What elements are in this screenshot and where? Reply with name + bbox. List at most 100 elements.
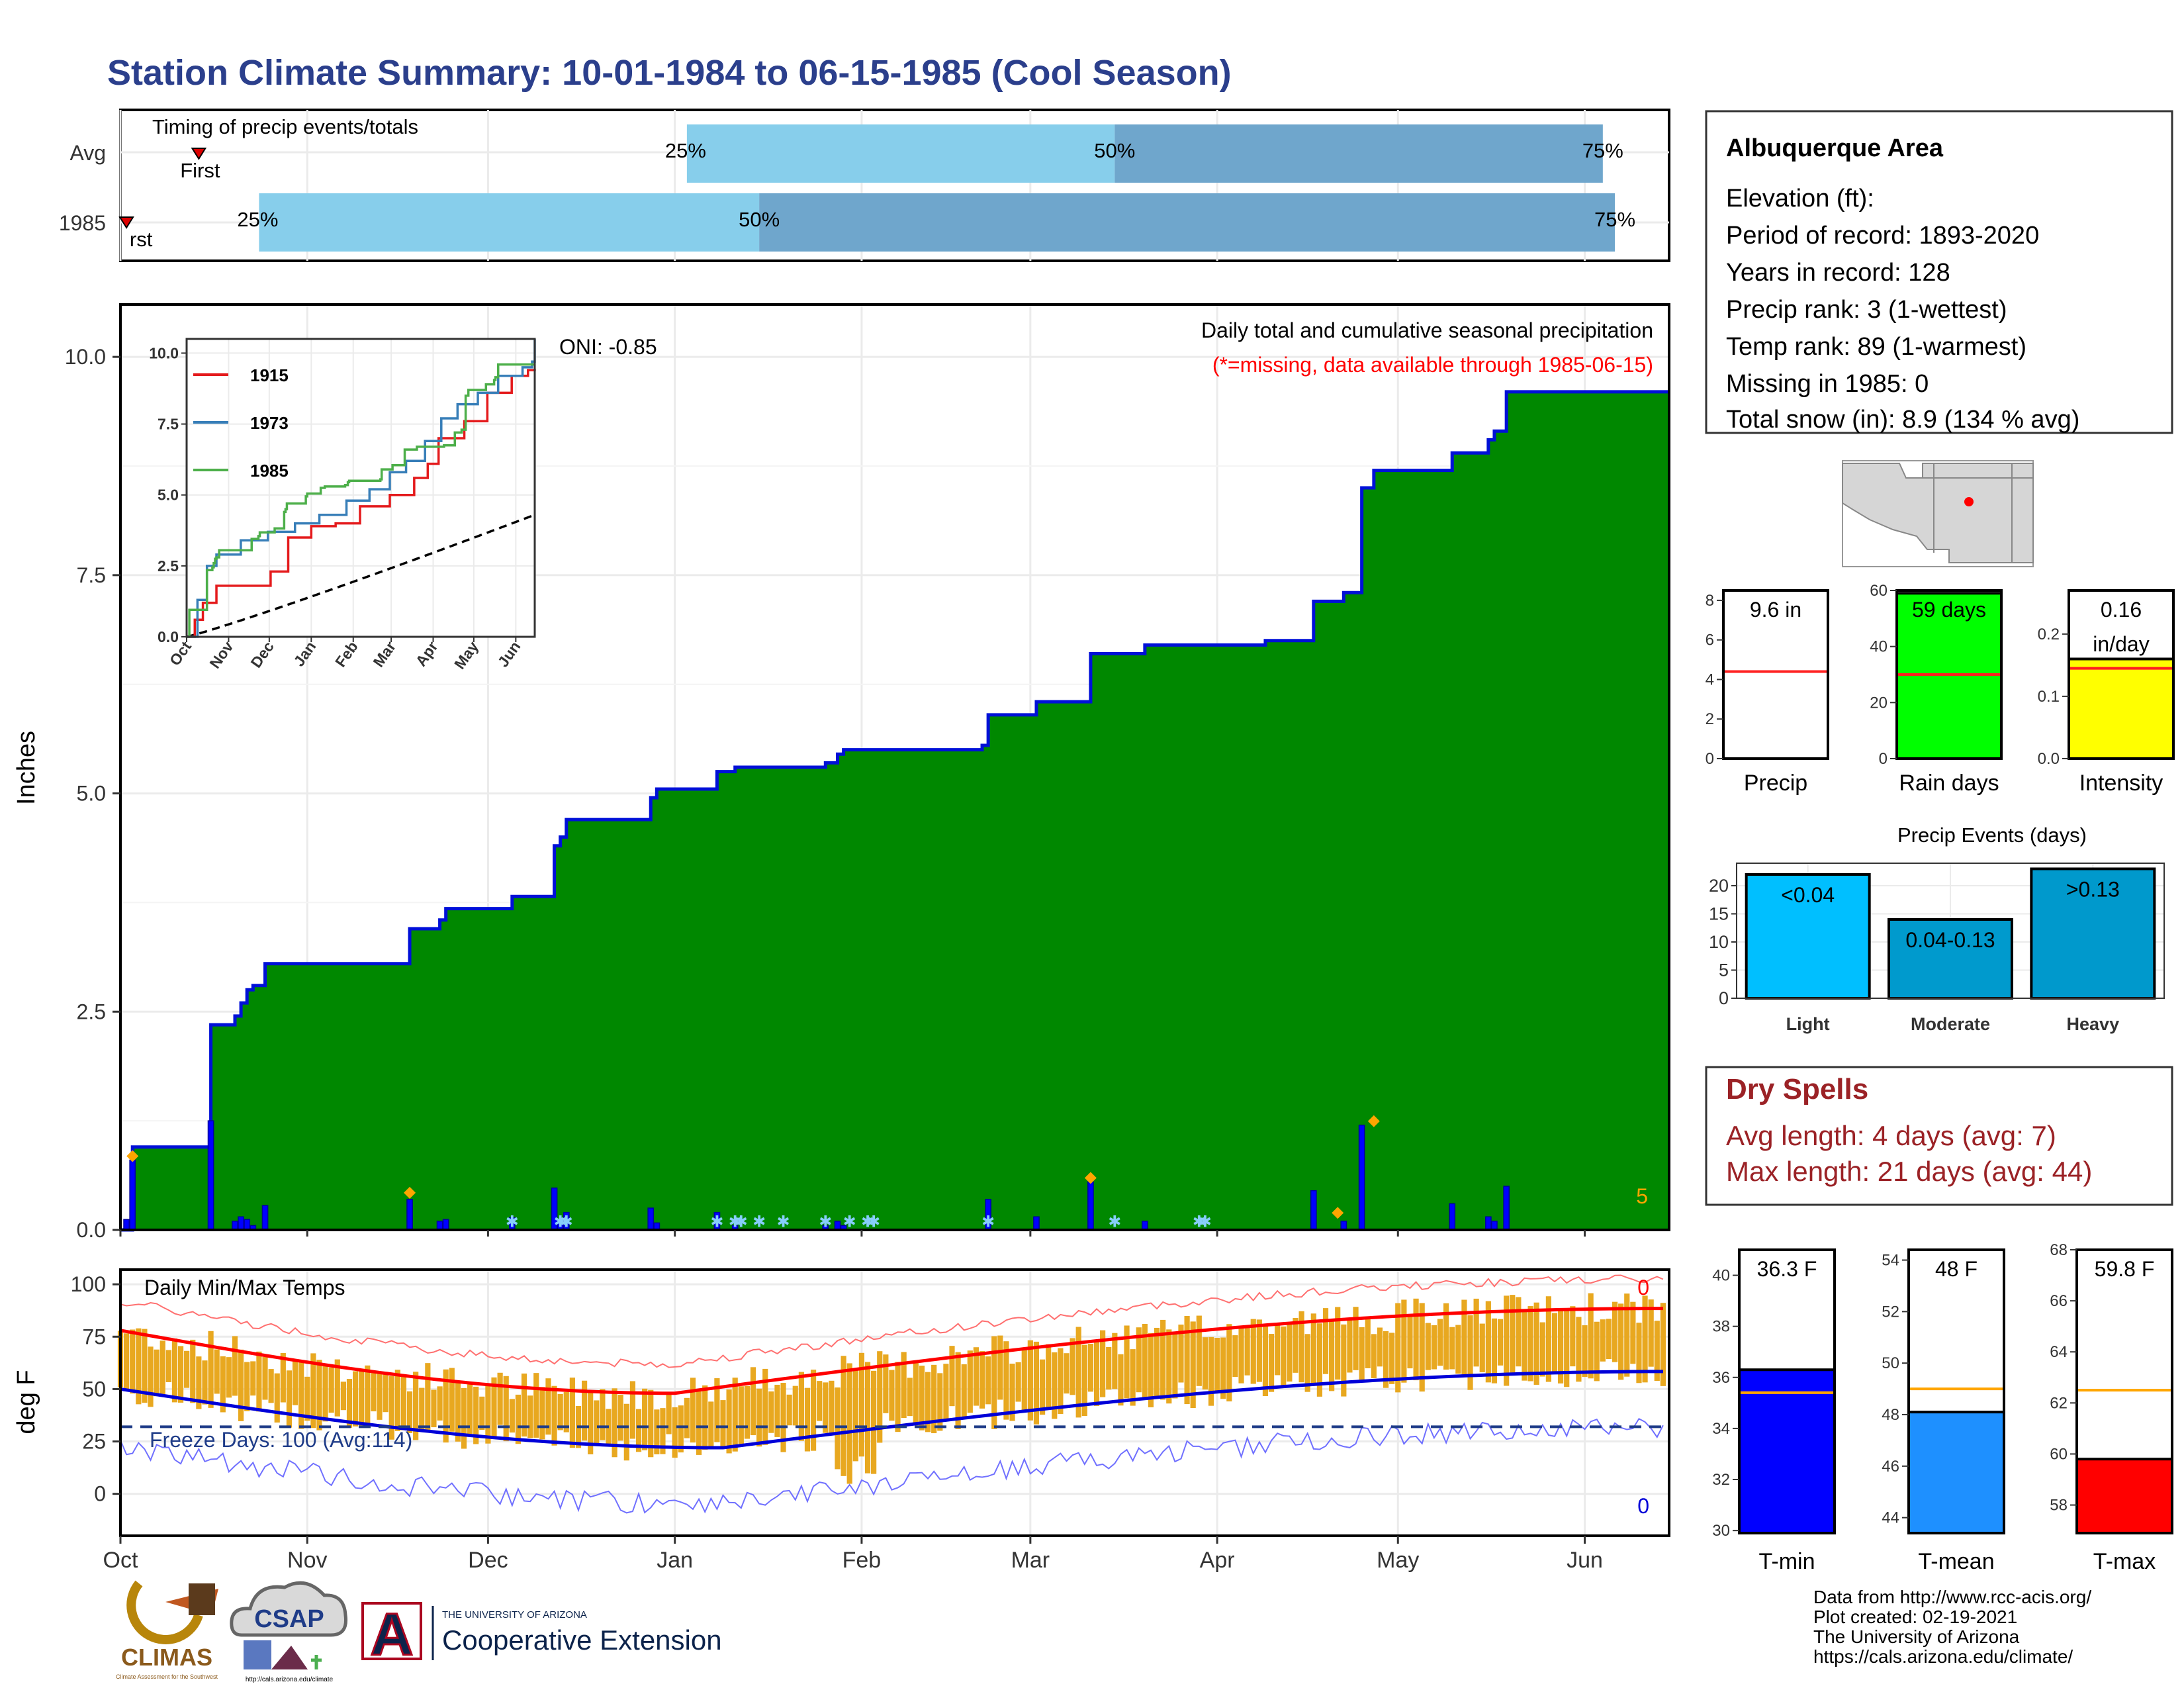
temp-daily-bar (1064, 1353, 1069, 1394)
temp-daily-bar (202, 1360, 208, 1405)
temp-bar-tick-label: 32 (1712, 1471, 1730, 1489)
events-bar (1888, 918, 2013, 1000)
month-tick-label: Jan (657, 1548, 693, 1573)
temp-daily-bar (1425, 1323, 1431, 1370)
temp-daily-bar (1142, 1324, 1148, 1399)
temp-daily-bar (359, 1369, 365, 1426)
temp-daily-bar (340, 1382, 346, 1411)
temp-daily-bar (563, 1391, 569, 1432)
temp-daily-bar (1497, 1319, 1504, 1366)
temp-daily-bar (684, 1397, 690, 1438)
temp-bar-tick-label: 46 (1882, 1458, 1899, 1476)
info-missing: Missing in 1985: 0 (1726, 370, 1929, 398)
temp-daily-bar (1401, 1299, 1407, 1383)
average-min-line (120, 1370, 1663, 1450)
temp-daily-bar (479, 1396, 485, 1430)
temp-daily-bar (208, 1331, 214, 1408)
csap-mountain (271, 1646, 308, 1669)
temp-daily-bar (1335, 1307, 1341, 1380)
temp-daily-bar (148, 1346, 154, 1407)
temp-daily-bar (1558, 1309, 1564, 1383)
temp-daily-bar (406, 1391, 413, 1433)
precip-panel-subtitle: (*=missing, data available through 1985-… (1212, 353, 1653, 377)
temp-daily-bar (642, 1388, 648, 1450)
daily-precip-bar (406, 1199, 413, 1231)
temp-daily-bar (1449, 1327, 1455, 1370)
daily-precip-bar (1449, 1203, 1456, 1231)
temp-daily-bar (1130, 1349, 1136, 1406)
temp-daily-bar (1365, 1319, 1371, 1368)
csap-cactus (311, 1655, 322, 1669)
temp-daily-bar (835, 1387, 841, 1470)
temp-daily-bar (1009, 1364, 1015, 1421)
temp-daily-bar (774, 1384, 780, 1437)
temp-daily-bar (726, 1389, 732, 1454)
temp-daily-bar (1443, 1303, 1449, 1370)
temp-daily-bar (1533, 1302, 1539, 1385)
temp-daily-bar (503, 1376, 509, 1442)
daily-precip-bar (238, 1216, 244, 1231)
timing-bar-25-50 (686, 124, 1115, 183)
temp-daily-bar (1220, 1337, 1226, 1399)
temp-daily-bar (1214, 1338, 1220, 1391)
temp-daily-bar (1582, 1325, 1588, 1378)
dry-spells-title: Dry Spells (1726, 1073, 1868, 1105)
temp-daily-bar (413, 1372, 419, 1440)
temp-daily-bar (1606, 1319, 1612, 1360)
temp-daily-bar (943, 1364, 949, 1420)
temp-daily-bar (455, 1382, 461, 1442)
timing-panel: 25%50%75%FirstLast25%50%75%rstLast Timin… (59, 109, 1997, 262)
temp-daily-bar (256, 1351, 262, 1412)
events-category-label: Moderate (1911, 1014, 1990, 1034)
temp-daily-bar (226, 1357, 232, 1398)
ua-small-text: THE UNIVERSITY OF ARIZONA (442, 1609, 587, 1620)
temp-daily-bar (165, 1350, 171, 1383)
mini-bar-frame (1895, 589, 2003, 760)
temp-daily-bar (581, 1380, 588, 1441)
temp-bar-tick-label: 54 (1882, 1252, 1899, 1270)
mini-bar-value (2068, 657, 2175, 761)
temp-daily-bar (1576, 1317, 1582, 1382)
temp-daily-bar (551, 1385, 557, 1446)
temp-bar-tick-label: 40 (1712, 1267, 1730, 1285)
record-min-line (120, 1417, 1664, 1514)
temp-daily-bar (292, 1359, 298, 1405)
temp-daily-bar (1485, 1301, 1491, 1383)
temp-bar-tick-label: 68 (2050, 1241, 2068, 1259)
mini-bar-tick-label: 0.0 (2038, 750, 2060, 768)
events-bar-label: <0.04 (1781, 883, 1835, 907)
info-temp-rank: Temp rank: 89 (1-warmest) (1726, 333, 2026, 361)
temp-bar-tick-label: 60 (2050, 1445, 2068, 1463)
climas-logo: CLIMAS Climate Assessment for the Southw… (116, 1580, 218, 1680)
timing-bars: 25%50%75%FirstLast25%50%75%rstLast (118, 124, 1997, 252)
events-title: Precip Events (days) (1897, 823, 2087, 847)
temp-daily-bar (1262, 1324, 1269, 1397)
month-tick-label: Dec (468, 1548, 508, 1573)
temp-daily-bar (1630, 1301, 1636, 1364)
precip-events-chart: Precip Events (days) <0.04 Light 0.04-0.13… (1709, 823, 2165, 1034)
inset-chart: 0.02.55.07.510.0 Oct Nov Dec Jan Feb Mar Apr Ma… (149, 338, 536, 673)
event-markers (126, 1115, 1380, 1219)
temp-daily-bar (1106, 1346, 1112, 1390)
temp-daily-bar (756, 1388, 762, 1447)
events-frame (1736, 863, 2165, 999)
month-tick-label: Apr (1200, 1548, 1235, 1573)
temp-daily-bar (394, 1370, 400, 1431)
temp-bar-tick-label: 36 (1712, 1369, 1730, 1387)
temp-daily-bar (419, 1387, 425, 1430)
temp-daily-bar (1281, 1326, 1287, 1385)
daily-precip-bar (1358, 1124, 1365, 1231)
temp-daily-bar (895, 1362, 901, 1432)
precip-panel-title: Daily total and cumulative seasonal prec… (1201, 318, 1653, 342)
temp-daily-bar (545, 1378, 551, 1435)
temp-daily-bar (1329, 1321, 1335, 1391)
temp-daily-bar (1196, 1315, 1202, 1386)
temp-daily-bar (1347, 1319, 1353, 1373)
inset-lines (186, 339, 536, 638)
temp-daily-bar (1250, 1319, 1256, 1384)
inset-y-tick-label: 10.0 (149, 344, 179, 361)
daily-precip-bar (129, 1159, 136, 1231)
temp-daily-bar (497, 1372, 503, 1425)
precip-y-tick-label: 7.5 (77, 563, 106, 587)
temp-daily-bar (1184, 1315, 1190, 1405)
